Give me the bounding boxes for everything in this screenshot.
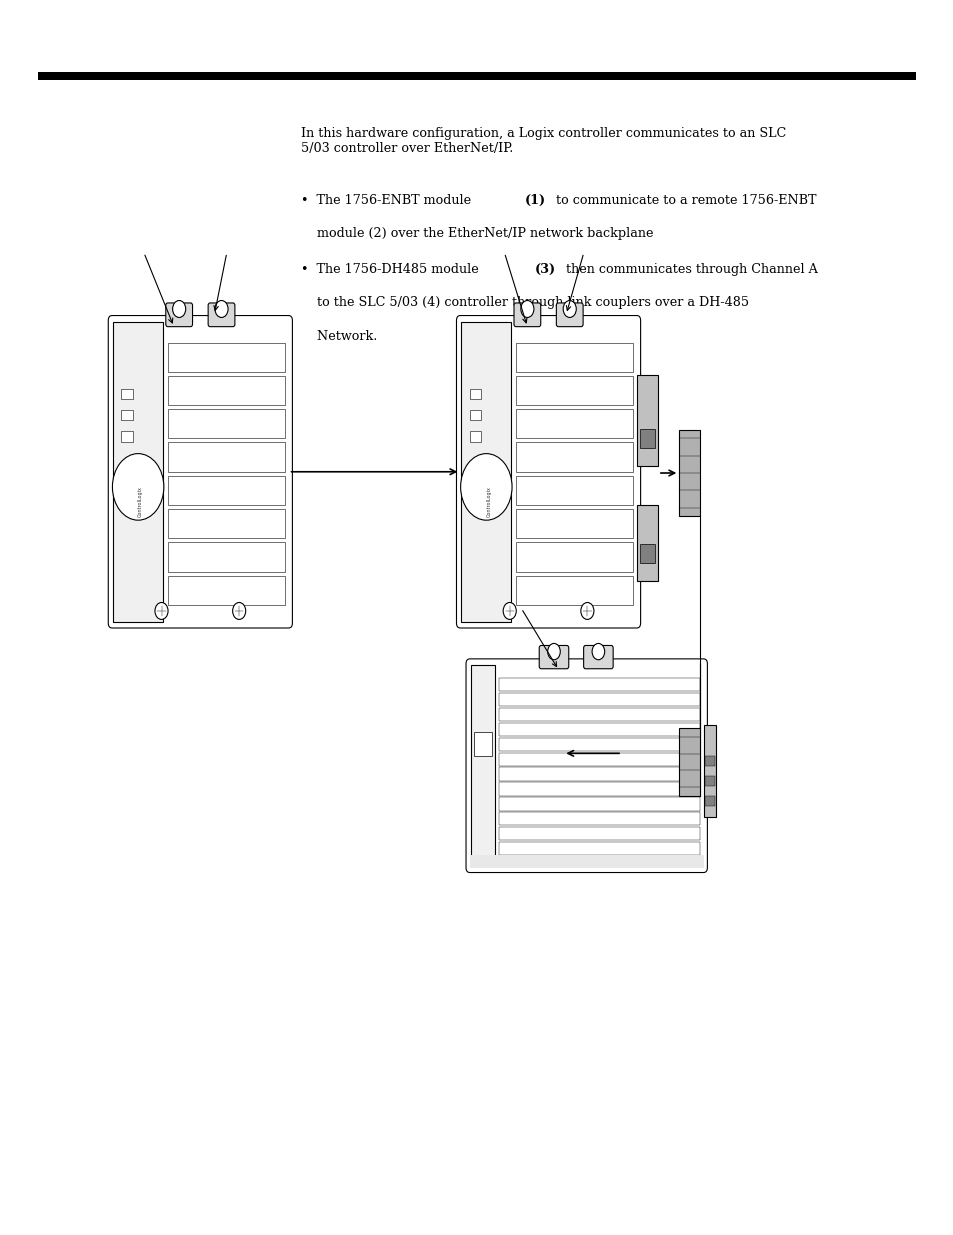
Circle shape xyxy=(562,300,576,317)
FancyBboxPatch shape xyxy=(514,303,540,327)
Bar xyxy=(168,375,284,405)
Text: •  The 1756-DH485 module: • The 1756-DH485 module xyxy=(300,263,482,277)
Bar xyxy=(637,375,658,466)
Bar xyxy=(168,576,284,605)
Bar xyxy=(498,693,699,706)
Bar xyxy=(498,737,699,751)
Bar xyxy=(516,475,633,505)
Bar xyxy=(498,678,699,692)
Text: ControlLogix: ControlLogix xyxy=(138,487,143,517)
Bar xyxy=(516,375,633,405)
Bar xyxy=(38,72,915,80)
Bar xyxy=(168,542,284,572)
FancyBboxPatch shape xyxy=(109,316,292,629)
Bar xyxy=(469,389,480,399)
Text: to the SLC 5/03 (4) controller through link couplers over a DH-485: to the SLC 5/03 (4) controller through l… xyxy=(300,296,748,310)
Bar xyxy=(168,442,284,472)
Circle shape xyxy=(580,603,594,620)
FancyBboxPatch shape xyxy=(538,646,568,669)
Circle shape xyxy=(112,453,164,520)
Bar xyxy=(498,827,699,841)
FancyBboxPatch shape xyxy=(583,646,613,669)
FancyBboxPatch shape xyxy=(456,316,639,629)
Bar xyxy=(469,410,480,420)
Bar xyxy=(516,409,633,438)
Bar xyxy=(679,430,700,516)
Bar xyxy=(498,752,699,766)
Bar xyxy=(474,732,491,756)
Bar xyxy=(639,430,654,447)
Circle shape xyxy=(592,643,604,659)
Bar xyxy=(498,708,699,721)
Bar xyxy=(498,813,699,825)
Bar xyxy=(498,798,699,810)
Circle shape xyxy=(214,300,228,317)
FancyBboxPatch shape xyxy=(166,303,193,327)
Bar xyxy=(498,783,699,795)
Bar xyxy=(168,475,284,505)
Bar xyxy=(704,797,715,806)
Text: •  The 1756-ENBT module: • The 1756-ENBT module xyxy=(300,194,475,207)
Bar xyxy=(516,342,633,372)
Bar xyxy=(460,322,511,622)
Text: (3): (3) xyxy=(535,263,556,277)
Text: In this hardware configuration, a Logix controller communicates to an SLC
5/03 c: In this hardware configuration, a Logix … xyxy=(300,127,785,156)
Circle shape xyxy=(233,603,246,620)
Circle shape xyxy=(502,603,516,620)
Bar xyxy=(469,431,480,442)
Circle shape xyxy=(547,643,559,659)
Bar xyxy=(516,576,633,605)
Circle shape xyxy=(520,300,534,317)
Bar xyxy=(121,389,132,399)
Bar xyxy=(498,722,699,736)
Bar xyxy=(639,545,654,563)
Bar xyxy=(469,856,702,867)
Text: Network.: Network. xyxy=(300,330,376,343)
Text: then communicates through Channel A: then communicates through Channel A xyxy=(561,263,818,277)
Circle shape xyxy=(172,300,186,317)
Bar xyxy=(704,756,715,766)
Bar xyxy=(112,322,163,622)
Bar xyxy=(516,509,633,538)
Bar xyxy=(168,409,284,438)
Text: (1): (1) xyxy=(525,194,546,207)
Bar xyxy=(168,342,284,372)
Bar xyxy=(498,767,699,781)
Bar xyxy=(121,431,132,442)
Bar xyxy=(121,410,132,420)
FancyBboxPatch shape xyxy=(556,303,582,327)
Bar xyxy=(704,776,715,787)
Circle shape xyxy=(460,453,512,520)
Circle shape xyxy=(154,603,168,620)
Bar xyxy=(516,442,633,472)
Bar xyxy=(516,542,633,572)
Bar xyxy=(702,725,716,816)
Bar xyxy=(168,509,284,538)
Bar xyxy=(637,505,658,580)
Bar xyxy=(470,664,494,867)
Text: to communicate to a remote 1756-ENBT: to communicate to a remote 1756-ENBT xyxy=(552,194,816,207)
Text: module (2) over the EtherNet/IP network backplane: module (2) over the EtherNet/IP network … xyxy=(300,227,652,241)
FancyBboxPatch shape xyxy=(208,303,234,327)
FancyBboxPatch shape xyxy=(465,659,707,872)
Bar xyxy=(679,729,700,797)
Text: ControlLogix: ControlLogix xyxy=(486,487,491,517)
Bar xyxy=(498,842,699,856)
